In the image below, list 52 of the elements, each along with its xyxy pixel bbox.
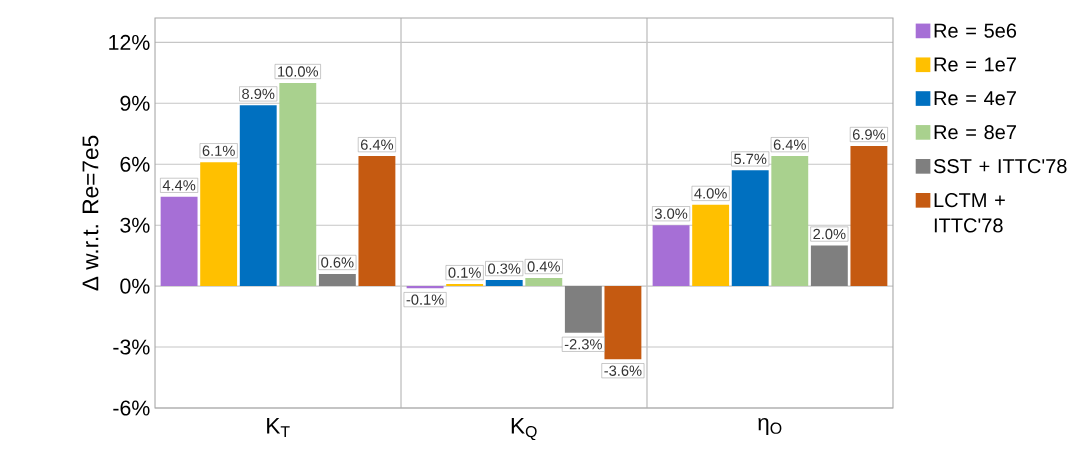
bar xyxy=(200,162,238,287)
data-label: 10.0% xyxy=(278,66,319,77)
data-label: 0.4% xyxy=(527,261,560,272)
data-label: -0.1% xyxy=(406,294,444,305)
legend-label: SST + ITTC'78 xyxy=(933,159,1067,174)
y-tick-label: 9% xyxy=(120,95,150,111)
legend-label: LCTM + ITTC'78 xyxy=(934,193,1005,233)
bar xyxy=(731,170,769,287)
data-label: 4.0% xyxy=(694,188,727,199)
y-tick-label: 3% xyxy=(120,217,150,233)
bar xyxy=(318,273,356,287)
bar xyxy=(771,156,809,287)
data-label: 0.3% xyxy=(488,263,521,274)
x-tick-label: K$_{T}$ xyxy=(267,418,290,438)
bar xyxy=(850,145,888,287)
y-tick-label: -6% xyxy=(113,400,150,416)
bar xyxy=(485,280,523,287)
data-label: 0.6% xyxy=(321,257,354,268)
y-axis-title: Δ w.r.t. Re=7e5 xyxy=(82,135,99,291)
bar xyxy=(446,284,484,287)
legend-label: Re = 4e7 xyxy=(934,91,1016,106)
data-label: 2.0% xyxy=(813,228,846,240)
y-tick-label: -3% xyxy=(113,339,150,355)
data-label: -3.6% xyxy=(604,365,642,376)
bar xyxy=(810,245,848,287)
bar xyxy=(406,286,444,289)
bar xyxy=(564,286,602,333)
data-label: 5.7% xyxy=(734,153,767,165)
legend-label: Re = 1e7 xyxy=(934,57,1016,72)
bar xyxy=(604,286,642,360)
x-tick-label: η$_{O}$ xyxy=(758,418,782,435)
y-tick-label: 12% xyxy=(109,34,150,50)
bar xyxy=(160,196,198,287)
data-label: 0.1% xyxy=(448,267,481,278)
data-label: 8.9% xyxy=(242,88,275,100)
bar xyxy=(652,225,690,287)
bar xyxy=(358,156,396,287)
bar xyxy=(239,105,277,287)
bar xyxy=(692,204,730,287)
legend-label: Re = 5e6 xyxy=(934,23,1017,38)
y-tick-label: 6% xyxy=(120,156,150,172)
data-label: 6.4% xyxy=(360,139,394,150)
data-label: 3.0% xyxy=(654,208,688,219)
data-label: 6.9% xyxy=(852,129,886,140)
data-label: -2.3% xyxy=(564,339,602,350)
data-label: 6.1% xyxy=(202,145,235,156)
x-tick-label: K$_{Q}$ xyxy=(511,418,537,441)
data-label: 4.4% xyxy=(162,180,196,191)
bar xyxy=(525,277,563,287)
data-label: 6.4% xyxy=(773,139,806,150)
legend-label: Re = 8e7 xyxy=(934,125,1016,140)
y-tick-label: 0% xyxy=(120,278,150,294)
